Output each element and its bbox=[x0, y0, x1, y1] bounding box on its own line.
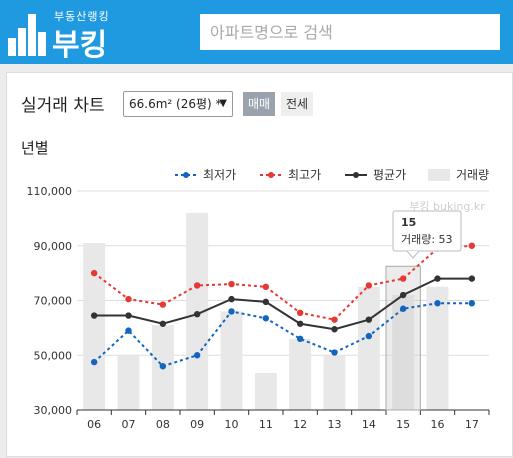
chart-card: 실거래 차트 66.6m² (26평) * ▼ 매매 전세 년별 30,000 5… bbox=[6, 72, 513, 457]
data-point bbox=[262, 283, 270, 291]
series-line bbox=[93, 302, 472, 368]
y-tick-label: 70,000 bbox=[34, 295, 73, 308]
chart-title: 실거래 차트 bbox=[21, 96, 105, 116]
data-point bbox=[90, 269, 98, 277]
series-line bbox=[94, 277, 472, 331]
dropdown-arrow-icon: ▼ bbox=[219, 98, 227, 109]
legend-marker bbox=[183, 172, 189, 178]
data-point bbox=[399, 291, 407, 299]
header-bar: 부동산랭킹 부킹 bbox=[0, 0, 513, 64]
data-point bbox=[262, 298, 270, 306]
x-tick-label: 09 bbox=[190, 418, 204, 431]
volume-bar bbox=[254, 373, 277, 410]
buking-logo[interactable]: 부동산랭킹 부킹 bbox=[8, 6, 118, 63]
y-tick-label: 90,000 bbox=[34, 240, 73, 253]
data-point bbox=[228, 280, 235, 288]
apartment-search-input[interactable] bbox=[200, 14, 500, 50]
y-tick-label: 50,000 bbox=[34, 349, 73, 362]
data-point bbox=[159, 363, 167, 370]
x-tick-label: 06 bbox=[87, 418, 101, 431]
data-point bbox=[90, 358, 98, 366]
data-point bbox=[296, 320, 304, 327]
data-point bbox=[399, 275, 407, 282]
data-point bbox=[296, 309, 304, 317]
y-tick-label: 110,000 bbox=[27, 185, 73, 198]
x-tick-label: 07 bbox=[122, 418, 136, 431]
legend-swatch bbox=[428, 169, 450, 181]
x-tick-label: 14 bbox=[362, 418, 376, 431]
data-point bbox=[365, 316, 373, 323]
data-point bbox=[331, 349, 338, 356]
data-point bbox=[228, 308, 235, 315]
tooltip-box bbox=[392, 210, 462, 252]
area-select[interactable]: 66.6m² (26평) * ▼ bbox=[123, 91, 233, 117]
x-tick-label: 17 bbox=[465, 418, 479, 431]
volume-bar bbox=[323, 355, 346, 410]
volume-bar bbox=[117, 355, 140, 410]
data-point bbox=[434, 275, 441, 282]
tab-trade[interactable]: 매매 bbox=[243, 92, 276, 116]
data-point bbox=[468, 300, 476, 307]
volume-bar bbox=[220, 311, 243, 410]
x-tick-label: 13 bbox=[328, 418, 342, 431]
tooltip-text: 거래량: 53 bbox=[401, 233, 453, 246]
series-line bbox=[93, 244, 472, 321]
data-point bbox=[365, 282, 373, 289]
data-point bbox=[125, 312, 132, 319]
hover-band bbox=[385, 265, 421, 411]
data-point bbox=[228, 295, 235, 303]
volume-bar bbox=[392, 295, 415, 410]
legend-label: 최고가 bbox=[288, 168, 321, 182]
data-point bbox=[159, 320, 167, 327]
logo-subtitle: 부동산랭킹 bbox=[54, 10, 110, 23]
legend-marker bbox=[353, 172, 359, 178]
volume-bar bbox=[357, 286, 380, 410]
data-point bbox=[434, 300, 441, 307]
data-point bbox=[125, 295, 132, 303]
price-chart: 30,000 50,000 70,000 90,000 110,000 06 07 08 09 1… bbox=[27, 168, 490, 431]
volume-bar bbox=[426, 286, 449, 410]
period-label: 년별 bbox=[21, 139, 49, 157]
data-point bbox=[468, 275, 476, 282]
logo-title: 부킹 bbox=[52, 28, 108, 63]
watermark: 부킹 buking.kr bbox=[409, 200, 485, 213]
legend-label: 거래량 bbox=[456, 168, 489, 182]
tab-rent[interactable]: 전세 bbox=[281, 92, 314, 116]
legend-label: 최저가 bbox=[203, 168, 236, 182]
volume-bar bbox=[83, 243, 106, 410]
x-tick-label: 16 bbox=[431, 418, 445, 431]
data-point bbox=[159, 301, 167, 308]
x-tick-label: 11 bbox=[259, 418, 273, 431]
data-point bbox=[90, 312, 98, 319]
area-select-value: 66.6m² (26평) * bbox=[129, 97, 222, 111]
x-tick-label: 10 bbox=[225, 418, 239, 431]
data-point bbox=[193, 282, 201, 289]
data-point bbox=[296, 335, 304, 343]
x-tick-label: 15 bbox=[396, 418, 410, 431]
data-point bbox=[331, 326, 338, 333]
y-tick-label: 30,000 bbox=[34, 404, 73, 417]
data-point bbox=[468, 242, 476, 249]
data-point bbox=[125, 327, 132, 334]
tooltip-title: 15 bbox=[401, 216, 416, 229]
data-point bbox=[262, 315, 270, 322]
legend-label: 평균가 bbox=[373, 168, 406, 182]
logo-bars-icon bbox=[8, 14, 48, 56]
data-point bbox=[193, 352, 201, 359]
data-point bbox=[331, 316, 338, 323]
volume-bar bbox=[289, 338, 312, 410]
data-point bbox=[399, 305, 407, 312]
tooltip-pointer bbox=[406, 250, 420, 259]
x-tick-label: 08 bbox=[156, 418, 170, 431]
x-tick-label: 12 bbox=[293, 418, 307, 431]
data-point bbox=[365, 332, 373, 340]
data-point bbox=[193, 310, 201, 318]
legend-marker bbox=[268, 172, 274, 178]
